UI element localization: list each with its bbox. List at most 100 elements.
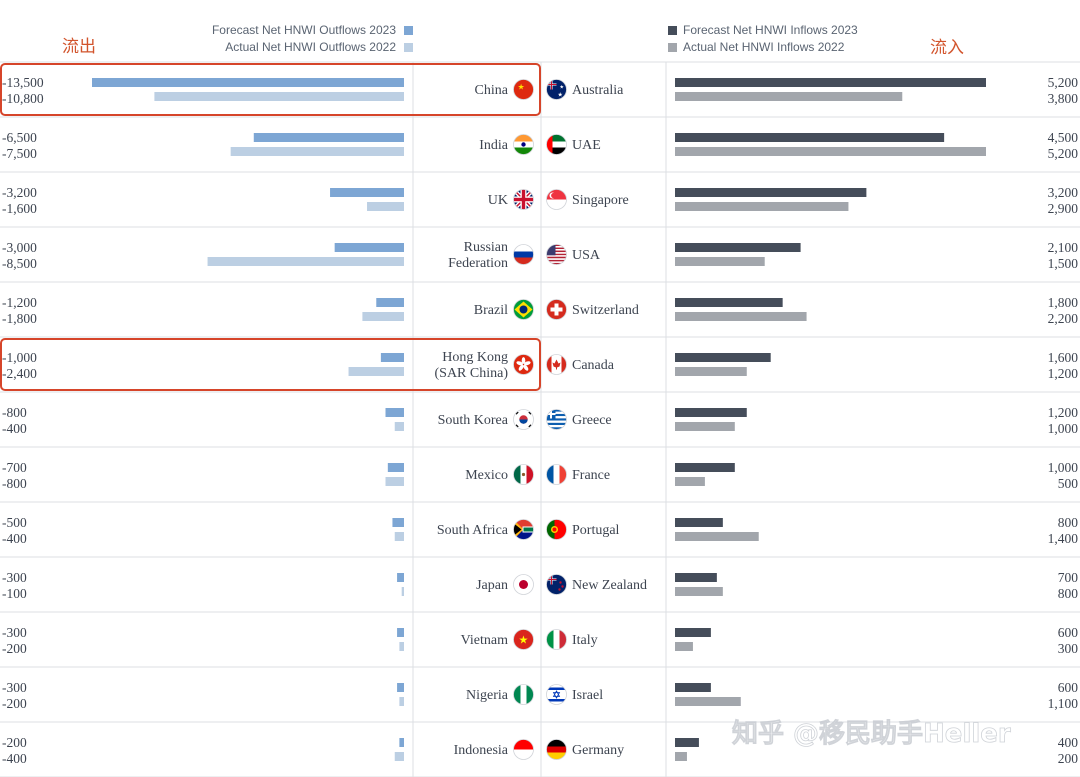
inflow-country-label: New Zealand [572,578,647,593]
flag-rim [513,574,534,595]
outflow-actual-value: -1,800 [2,311,37,326]
outflow-row-brazil: -1,200-1,800 Brazil [2,295,534,326]
outflow-actual-value: -400 [2,421,27,436]
flag-rim [546,409,567,430]
inflow-forecast-value: 3,200 [1048,185,1079,200]
uk-flag-icon [513,189,534,210]
inflow-actual-bar [675,532,759,541]
south-korea-flag-icon [513,409,534,430]
inflow-actual-bar [675,697,741,706]
outflow-row-india: -6,500-7,500 India [2,130,534,161]
inflow-chinese-label: 流入 [930,38,964,58]
outflow-actual-bar [399,642,404,651]
outflow-row-nigeria: -300-200 Nigeria [2,680,534,711]
inflow-actual-bar [675,257,765,266]
inflow-actual-bar [675,92,903,101]
japan-flag-icon [513,574,534,595]
outflow-forecast-value: -3,200 [2,185,37,200]
outflow-forecast-value: -300 [2,680,27,695]
inflow-forecast-bar [675,408,747,417]
inflow-forecast-bar [675,188,867,197]
svg-text:★: ★ [518,83,525,92]
canada-flag-icon [546,354,567,375]
outflow-country-label: India [479,138,509,153]
inflow-actual-value: 2,200 [1048,311,1079,326]
inflow-forecast-value: 1,000 [1048,460,1079,475]
watermark: 知乎 @移民助手Heller [732,719,1011,749]
hong-kong-flag-icon [513,354,534,375]
outflow-forecast-bar [399,738,404,747]
outflow-forecast-bar [387,463,404,472]
legend-in-actual-swatch [668,43,677,52]
inflow-forecast-value: 1,600 [1048,350,1079,365]
inflow-forecast-value: 700 [1058,570,1079,585]
inflow-forecast-value: 1,800 [1048,295,1079,310]
inflow-actual-bar [675,752,687,761]
inflow-actual-value: 300 [1058,641,1079,656]
inflow-forecast-bar [675,243,801,252]
inflow-country-label: UAE [572,138,601,153]
svg-text:★: ★ [558,92,563,99]
inflow-actual-value: 3,800 [1048,91,1079,106]
inflow-actual-value: 1,000 [1048,421,1079,436]
legend-out-forecast-swatch [404,26,413,35]
inflow-actual-bar [675,312,807,321]
outflow-row-china: -13,500-10,800 China ★ [2,75,534,106]
outflow-row-mexico: -700-800 Mexico [2,460,534,491]
inflow-country-label: France [572,468,610,483]
inflow-country-label: Portugal [572,523,620,538]
inflow-forecast-value: 1,200 [1048,405,1079,420]
outflow-actual-value: -8,500 [2,256,37,271]
inflow-actual-value: 1,100 [1048,696,1079,711]
inflow-country-label: Israel [572,688,603,703]
outflow-actual-value: -100 [2,586,27,601]
flag-rim [513,79,534,100]
inflow-actual-value: 200 [1058,751,1079,766]
outflow-country-label: Brazil [474,303,508,318]
outflow-actual-value: -1,600 [2,201,37,216]
inflow-forecast-bar [675,78,986,87]
flag-rim [546,629,567,650]
outflow-actual-bar [230,147,404,156]
russia-flag-icon [513,244,534,265]
outflow-forecast-bar [92,78,404,87]
flag-rim [546,519,567,540]
singapore-flag-icon [546,189,567,210]
inflow-actual-value: 1,500 [1048,256,1079,271]
outflow-row-japan: -300-100 Japan [2,570,534,601]
inflow-actual-bar [675,587,723,596]
outflow-actual-value: -10,800 [2,91,44,106]
inflow-actual-value: 2,900 [1048,201,1079,216]
inflow-actual-bar [675,202,849,211]
flag-rim [513,629,534,650]
outflow-row-vietnam: -300-200 Vietnam ★ [2,625,534,656]
inflow-country-label: Singapore [572,193,629,208]
outflow-country-label: Hong Kong [442,350,508,365]
inflow-actual-bar [675,477,705,486]
outflow-forecast-value: -300 [2,570,27,585]
inflow-forecast-bar [675,133,945,142]
outflow-actual-value: -400 [2,751,27,766]
grid-layer [0,61,1080,777]
greece-flag-icon [546,409,567,430]
outflow-country-label: China [475,83,509,98]
outflow-country-label-line2: Federation [448,256,508,271]
inflow-actual-bar [675,642,693,651]
outflow-forecast-bar [397,683,404,692]
outflow-country-label: Vietnam [461,633,508,648]
outflow-actual-value: -200 [2,696,27,711]
legend-out-forecast-label: Forecast Net HNWI Outflows 2023 [212,23,396,37]
outflow-forecast-value: -200 [2,735,27,750]
legend-in-forecast-swatch [668,26,677,35]
inflow-forecast-value: 400 [1058,735,1079,750]
flag-rim [546,684,567,705]
inflow-forecast-value: 800 [1058,515,1079,530]
inflow-actual-value: 1,400 [1048,531,1079,546]
outflow-forecast-bar [385,408,404,417]
